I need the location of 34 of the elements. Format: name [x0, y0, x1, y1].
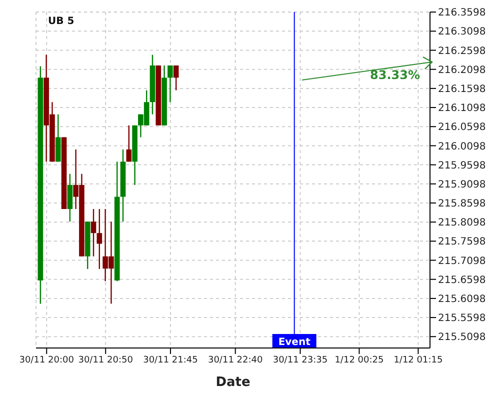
y-tick-label: 215.7598	[438, 236, 486, 248]
y-tick-label: 216.1598	[438, 84, 486, 95]
candlestick	[168, 64, 173, 103]
y-tick-label: 215.8098	[438, 218, 486, 229]
y-tick-label: 215.9098	[438, 179, 486, 190]
x-axis-title: Date	[216, 375, 250, 390]
ref-line-label: Event	[278, 337, 311, 348]
annotation: 83.33%	[370, 68, 420, 82]
candlestick	[173, 64, 179, 91]
y-tick-label: 215.7098	[438, 256, 486, 267]
y-tick-label: 216.1098	[438, 103, 486, 114]
y-tick-label: 216.0098	[438, 141, 486, 152]
candlestick	[126, 124, 132, 162]
x-tick-label: 1/12 00:25	[334, 355, 384, 366]
y-tick-label: 215.6098	[438, 294, 486, 305]
x-tick-label: 30/11 20:50	[78, 355, 134, 366]
x-tick-label: 1/12 01:15	[394, 355, 443, 366]
x-tick-label: 30/11 22:40	[208, 355, 263, 366]
y-tick-label: 215.9598	[438, 160, 486, 172]
candlestick	[96, 208, 102, 270]
y-tick-label: 216.2598	[438, 46, 486, 57]
y-tick-label: 216.0598	[438, 122, 486, 134]
y-tick-label: 215.5098	[438, 332, 486, 344]
y-tick-label: 216.2098	[438, 64, 486, 76]
y-tick-label: 215.6598	[438, 274, 486, 286]
y-tick-label: 216.3598	[438, 8, 486, 19]
x-tick-label: 30/11 20:00	[19, 355, 74, 366]
y-tick-label: 215.8598	[438, 198, 486, 210]
x-tick-label: 30/11 21:45	[143, 355, 198, 366]
chart-title: UB 5	[48, 16, 74, 27]
candlestick	[90, 208, 96, 257]
x-tick-label: 30/11 23:35	[272, 355, 328, 366]
y-tick-label: 216.3098	[438, 26, 486, 38]
y-tick-label: 215.5598	[438, 313, 486, 324]
